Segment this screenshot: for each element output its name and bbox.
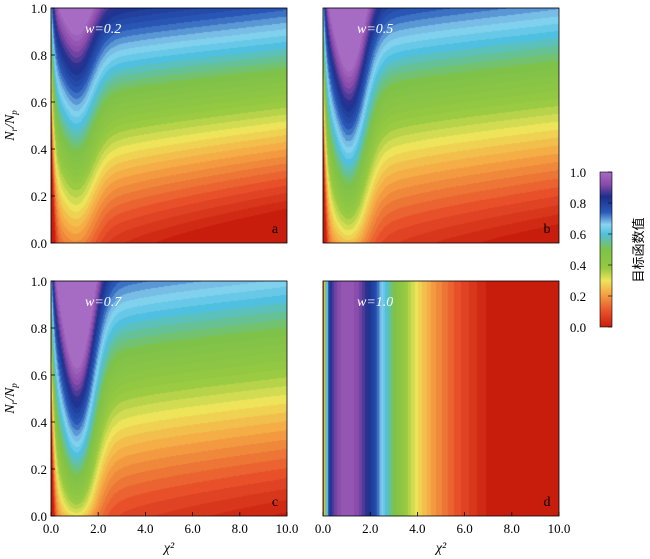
y-tick-label: 0.8 [31,321,47,336]
y-axis-label: Nr/Np [3,383,19,415]
x-tick-label: 0.0 [43,521,59,536]
x-tick-label: 10.0 [548,521,571,536]
colorbar-label: 目标函数值 [631,217,646,282]
x-tick-label: 0.0 [315,521,331,536]
colorbar-tick-label: 0.2 [570,289,586,304]
y-tick-label: 0.0 [31,236,47,251]
colorbar-tick-label: 1.0 [570,165,586,180]
x-tick-label: 8.0 [504,521,520,536]
y-axis-label: Nr/Np [3,110,19,142]
y-tick-label: 0.6 [31,368,48,383]
panel-letter-c: c [272,495,278,510]
colorbar-tick-label: 0.0 [570,320,586,335]
x-tick-label: 6.0 [184,521,200,536]
colorbar-ticks: 1.0 0.8 0.6 0.4 0.2 0.0 [570,165,612,335]
panel-letter-a: a [272,222,279,237]
y-tick-label: 0.0 [31,509,47,524]
panel-letter-b: b [544,222,551,237]
colorbar: 1.0 0.8 0.6 0.4 0.2 0.0 目标函数值 [570,165,646,335]
y-tick-label: 1.0 [31,274,47,289]
y-tick-label: 0.8 [31,48,47,63]
panel-annotation-d: w=1.0 [357,295,393,310]
panel-annotation-b: w=0.5 [357,22,393,37]
x-tick-label: 4.0 [409,521,425,536]
x-tick-label: 6.0 [456,521,472,536]
x-tick-label: 4.0 [137,521,153,536]
panel-letter-d: d [544,495,551,510]
panel-annotation-a: w=0.2 [85,22,121,37]
heatmap-panels: w=0.2 a w=0.5 b w=0.7 c w=1.0 d [50,7,560,517]
heatmap-field-b [323,8,559,243]
axes-labels: 0.0 0.2 0.4 0.6 0.8 1.0 Nr/Np 0.0 0.2 0.4 0.6 0.8 1.… [3,1,570,556]
heatmap-panel-a: w=0.2 a [50,7,288,244]
panel-frame-a [50,7,288,244]
panel-frame-c [50,280,288,517]
x-tick-label: 8.0 [232,521,248,536]
x-tick-label: 2.0 [362,521,378,536]
heatmap-panel-d: w=1.0 d [322,280,560,517]
panel-annotation-c: w=0.7 [85,295,122,310]
heatmap-panel-c: w=0.7 c [50,280,288,517]
heatmap-panel-b: w=0.5 b [322,7,560,244]
colorbar-tick-label: 0.8 [570,196,586,211]
colorbar-tick-label: 0.6 [570,227,587,242]
x-axis-label: χ² [162,541,175,556]
x-tick-label: 10.0 [276,521,299,536]
y-tick-label: 0.4 [31,142,48,157]
panel-frame-d [322,280,560,517]
y-tick-label: 0.2 [31,189,47,204]
heatmap-field-d [323,281,559,516]
heatmap-field-a [51,8,287,243]
colorbar-gradient [599,171,613,328]
y-tick-label: 1.0 [31,1,47,16]
colorbar-tick-label: 0.4 [570,258,587,273]
heatmap-field-c [51,281,287,516]
y-tick-label: 0.2 [31,462,47,477]
y-tick-label: 0.4 [31,415,48,430]
x-axis-label: χ² [434,541,447,556]
y-tick-label: 0.6 [31,95,48,110]
panel-frame-b [322,7,560,244]
x-tick-label: 2.0 [90,521,106,536]
